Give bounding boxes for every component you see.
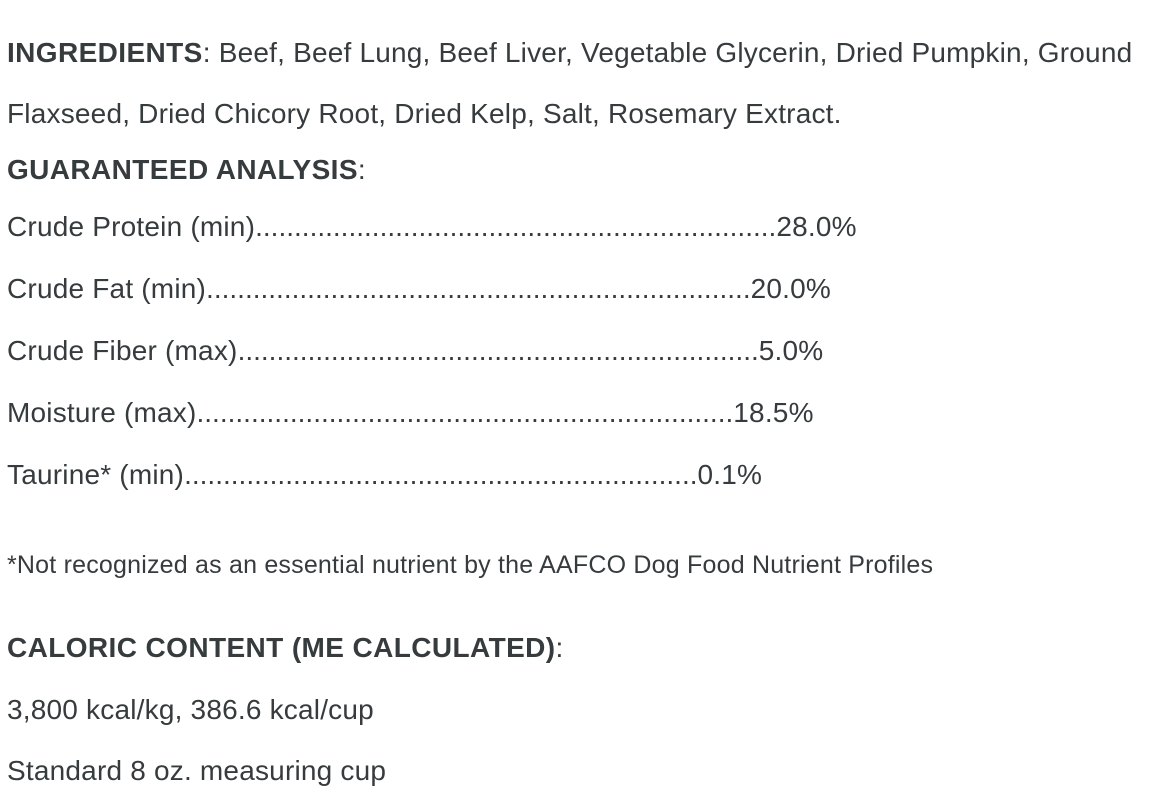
guaranteed-analysis-heading: GUARANTEED ANALYSIS: <box>7 153 366 187</box>
dot-leader: ........................................… <box>196 397 734 428</box>
analysis-row-crude-fat: Crude Fat (min).........................… <box>7 258 857 320</box>
ingredients-colon: : <box>202 37 219 68</box>
ingredients-text-line1: Beef, Beef Lung, Beef Liver, Vegetable G… <box>218 37 1133 68</box>
caloric-content-colon: : <box>555 632 564 663</box>
kcal-values-line: 3,800 kcal/kg, 386.6 kcal/cup <box>7 694 374 725</box>
analysis-row-moisture: Moisture (max)..........................… <box>7 382 857 444</box>
measuring-cup-line: Standard 8 oz. measuring cup <box>7 755 387 786</box>
row-value: 28.0% <box>776 211 857 242</box>
guaranteed-analysis-colon: : <box>357 154 367 185</box>
guaranteed-analysis-table: Crude Protein (min).....................… <box>7 196 857 506</box>
row-value: 0.1% <box>697 459 763 490</box>
dot-leader: ........................................… <box>255 211 777 242</box>
dot-leader: ........................................… <box>184 459 698 490</box>
ingredients-text-line2: Flaxseed, Dried Chicory Root, Dried Kelp… <box>7 98 842 129</box>
analysis-row-crude-fiber: Crude Fiber (max).......................… <box>7 320 857 382</box>
caloric-content-heading-text: CALORIC CONTENT (ME CALCULATED) <box>7 632 556 663</box>
row-label: Moisture (max) <box>7 397 197 428</box>
dot-leader: ........................................… <box>237 335 759 366</box>
analysis-row-taurine: Taurine* (min)..........................… <box>7 444 857 506</box>
row-label: Taurine* (min) <box>7 459 185 490</box>
guaranteed-analysis-heading-text: GUARANTEED ANALYSIS <box>7 154 358 185</box>
analysis-row-crude-protein: Crude Protein (min).....................… <box>7 196 857 258</box>
ingredients-heading: INGREDIENTS <box>7 37 203 68</box>
ingredients-paragraph: INGREDIENTS: Beef, Beef Lung, Beef Liver… <box>7 22 1169 144</box>
aafco-footnote: *Not recognized as an essential nutrient… <box>7 551 934 579</box>
row-value: 18.5% <box>733 397 814 428</box>
row-value: 5.0% <box>758 335 824 366</box>
row-label: Crude Fiber (max) <box>7 335 238 366</box>
row-label: Crude Protein (min) <box>7 211 256 242</box>
dot-leader: ........................................… <box>206 273 751 304</box>
row-value: 20.0% <box>750 273 832 304</box>
row-label: Crude Fat (min) <box>7 273 207 304</box>
caloric-content-heading: CALORIC CONTENT (ME CALCULATED): <box>7 631 564 665</box>
